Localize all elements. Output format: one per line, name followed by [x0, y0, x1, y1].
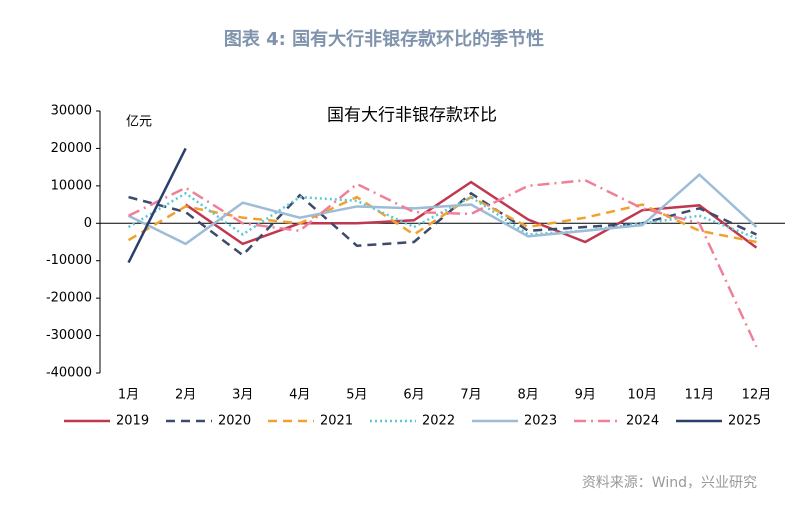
- x-tick-label: 5月: [346, 388, 367, 403]
- x-tick-label: 7月: [460, 388, 481, 403]
- legend-label: 2025: [728, 414, 761, 429]
- y-axis-label: 亿元: [126, 115, 152, 130]
- source: 资料来源：Wind，兴业研究: [582, 475, 757, 491]
- x-tick-label: 9月: [575, 388, 596, 403]
- x-tick-label: 6月: [403, 388, 424, 403]
- legend-label: 2021: [320, 414, 353, 429]
- series-line: [127, 172, 758, 246]
- legend-label: 2023: [524, 414, 557, 429]
- x-tick-label: 2月: [175, 388, 196, 403]
- series-line: [127, 195, 757, 244]
- chart-title: 国有大行非银存款环比: [327, 106, 497, 126]
- y-tick-label: 0: [84, 216, 92, 231]
- x-tick-label: 8月: [517, 388, 538, 403]
- y-tick-label: 20000: [51, 141, 92, 156]
- x-tick-label: 10月: [628, 388, 658, 403]
- y-tick-label: -30000: [46, 328, 92, 343]
- series-line: [127, 147, 187, 264]
- x-tick-label: 12月: [742, 388, 772, 403]
- figure-caption: 图表 4: 国有大行非银存款环比的季节性: [224, 28, 544, 50]
- legend-label: 2019: [116, 414, 149, 429]
- y-tick-label: -40000: [46, 366, 92, 381]
- x-tick-label: 11月: [685, 388, 715, 403]
- x-tick-label: 3月: [232, 388, 253, 403]
- x-tick-label: 4月: [289, 388, 310, 403]
- y-tick-label: 30000: [51, 104, 92, 119]
- y-tick-label: 10000: [51, 178, 92, 193]
- y-tick-label: -10000: [46, 253, 92, 268]
- legend-label: 2022: [422, 414, 455, 429]
- legend-label: 2020: [218, 414, 251, 429]
- y-tick-label: -20000: [46, 291, 92, 306]
- series-line: [127, 178, 758, 348]
- x-tick-label: 1月: [118, 388, 139, 403]
- legend-label: 2024: [626, 414, 659, 429]
